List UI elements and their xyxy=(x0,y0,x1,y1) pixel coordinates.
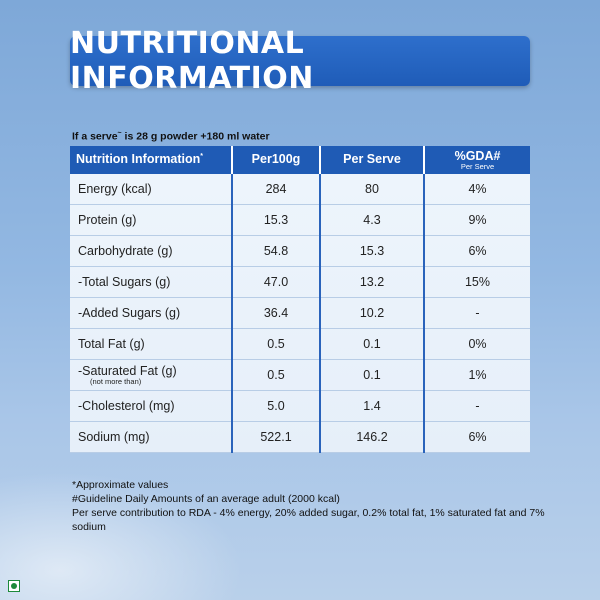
row-per-serve: 1.4 xyxy=(320,390,425,422)
row-per100g: 522.1 xyxy=(232,421,321,453)
table-row: Sodium (mg) 522.1 146.2 6% xyxy=(70,421,530,453)
serve-note-suffix: is 28 g powder +180 ml water xyxy=(121,130,270,143)
table-row: Protein (g) 15.3 4.3 9% xyxy=(70,204,530,236)
row-per100g: 36.4 xyxy=(232,297,321,329)
row-per100g: 284 xyxy=(232,174,321,205)
table-row: Energy (kcal) 284 80 4% xyxy=(70,174,530,205)
serve-note-prefix: If a serve xyxy=(72,130,118,143)
veg-mark-icon xyxy=(8,580,20,592)
row-gda: 6% xyxy=(424,235,530,267)
nutrition-table-wrapper: Nutrition Information* Per100g Per Serve… xyxy=(70,146,530,453)
row-nutrient-name: Sodium (mg) xyxy=(70,421,233,453)
row-per100g: 5.0 xyxy=(232,390,321,422)
nutrition-table: Nutrition Information* Per100g Per Serve… xyxy=(70,146,530,453)
row-gda: - xyxy=(424,297,530,329)
serve-note-sup: ~ xyxy=(117,130,122,137)
row-gda: 1% xyxy=(424,359,530,391)
header-per100g: Per100g xyxy=(232,146,321,174)
serve-note: If a serve~ is 28 g powder +180 ml water xyxy=(72,130,270,143)
row-nutrient-name: -Saturated Fat (g) (not more than) xyxy=(70,359,233,391)
row-gda: 6% xyxy=(424,421,530,453)
page-title: NUTRITIONAL INFORMATION xyxy=(70,26,314,96)
table-row: -Total Sugars (g) 47.0 13.2 15% xyxy=(70,266,530,298)
footnote-approximate: *Approximate values xyxy=(72,479,169,491)
row-per100g: 0.5 xyxy=(232,359,321,391)
row-per-serve: 10.2 xyxy=(320,297,425,329)
row-nutrient-name: -Total Sugars (g) xyxy=(70,266,233,298)
row-gda: 4% xyxy=(424,174,530,205)
row-per-serve: 0.1 xyxy=(320,359,425,391)
row-per-serve: 0.1 xyxy=(320,328,425,360)
row-note: (not more than) xyxy=(90,377,142,387)
table-row: Total Fat (g) 0.5 0.1 0% xyxy=(70,328,530,360)
row-nutrient-name: Energy (kcal) xyxy=(70,174,233,205)
row-gda: 15% xyxy=(424,266,530,298)
row-nutrient-name: Carbohydrate (g) xyxy=(70,235,233,267)
row-per-serve: 15.3 xyxy=(320,235,425,267)
row-per-serve: 4.3 xyxy=(320,204,425,236)
row-per100g: 15.3 xyxy=(232,204,321,236)
row-per-serve: 13.2 xyxy=(320,266,425,298)
header-gda: %GDA# Per Serve xyxy=(424,146,530,174)
table-row: -Cholesterol (mg) 5.0 1.4- xyxy=(70,390,530,422)
table-row: -Saturated Fat (g) (not more than) 0.5 0.1 1… xyxy=(70,359,530,391)
footnote-rda: Per serve contribution to RDA - 4% energ… xyxy=(72,507,545,533)
header-gda-sub: Per Serve xyxy=(460,161,495,171)
footnotes: *Approximate values #Guideline Daily Amo… xyxy=(72,478,572,534)
row-nutrient-name: -Added Sugars (g) xyxy=(70,297,233,329)
row-nutrient-name: -Cholesterol (mg) xyxy=(70,390,233,422)
row-gda: 9% xyxy=(424,204,530,236)
table-header-row: Nutrition Information* Per100g Per Serve… xyxy=(70,146,530,174)
row-per-serve: 80 xyxy=(320,174,425,205)
row-per100g: 0.5 xyxy=(232,328,321,360)
row-gda: - xyxy=(424,390,530,422)
row-nutrient-name: Total Fat (g) xyxy=(70,328,233,360)
row-per100g: 47.0 xyxy=(232,266,321,298)
table-row: Carbohydrate (g) 54.8 15.3 6% xyxy=(70,235,530,267)
header-nutrition-information: Nutrition Information* xyxy=(70,146,233,174)
row-gda: 0% xyxy=(424,328,530,360)
row-per-serve: 146.2 xyxy=(320,421,425,453)
title-banner: NUTRITIONAL INFORMATION xyxy=(70,26,530,96)
row-per100g: 54.8 xyxy=(232,235,321,267)
row-nutrient-name: Protein (g) xyxy=(70,204,233,236)
header-per-serve: Per Serve xyxy=(320,146,425,174)
table-row: -Added Sugars (g) 36.4 10.2- xyxy=(70,297,530,329)
footnote-gda: #Guideline Daily Amounts of an average a… xyxy=(72,493,340,505)
